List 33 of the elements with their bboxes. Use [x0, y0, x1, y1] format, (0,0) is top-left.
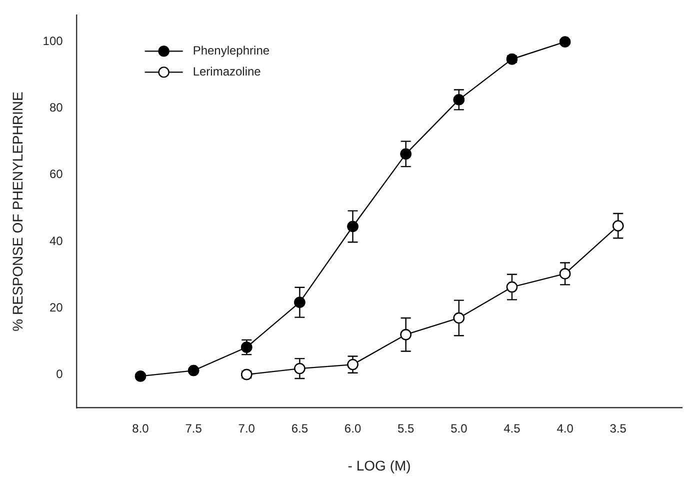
point — [400, 329, 412, 340]
y-tick-label: 20 — [49, 300, 64, 314]
point — [506, 281, 518, 293]
point — [453, 94, 465, 106]
legend-label: Phenylephrine — [192, 44, 270, 58]
point — [294, 296, 306, 308]
x-tick-label: 6.5 — [291, 421, 308, 436]
y-tick-label: 80 — [49, 100, 64, 115]
x-axis-title: - LOG (M) — [348, 457, 411, 474]
point — [559, 268, 571, 280]
y-tick-label: 100 — [42, 34, 64, 48]
x-tick-label: 7.5 — [185, 421, 202, 436]
legend-label: Lerimazoline — [192, 64, 262, 79]
point — [347, 220, 358, 232]
point — [294, 362, 306, 374]
x-tick-label: 8.0 — [132, 421, 150, 436]
x-tick-label: 7.0 — [238, 421, 256, 436]
y-tick-label: 40 — [49, 234, 64, 248]
point — [134, 370, 146, 382]
y-axis-title: % RESPONSE OF PHENYLEPHRINE — [9, 92, 26, 332]
point — [559, 36, 571, 48]
x-tick-label: 5.5 — [398, 421, 415, 436]
point — [400, 148, 412, 160]
y-tick-label: 0 — [56, 366, 64, 381]
x-tick-label: 4.0 — [556, 421, 574, 436]
y-tick-label: 60 — [49, 167, 64, 182]
x-tick-label: 3.5 — [610, 421, 627, 436]
x-tick-label: 4.5 — [504, 421, 521, 436]
x-tick-label: 6.0 — [344, 421, 362, 436]
point — [453, 312, 465, 324]
point — [612, 220, 624, 232]
x-tick-label: 5.0 — [450, 421, 468, 436]
point — [188, 364, 200, 376]
